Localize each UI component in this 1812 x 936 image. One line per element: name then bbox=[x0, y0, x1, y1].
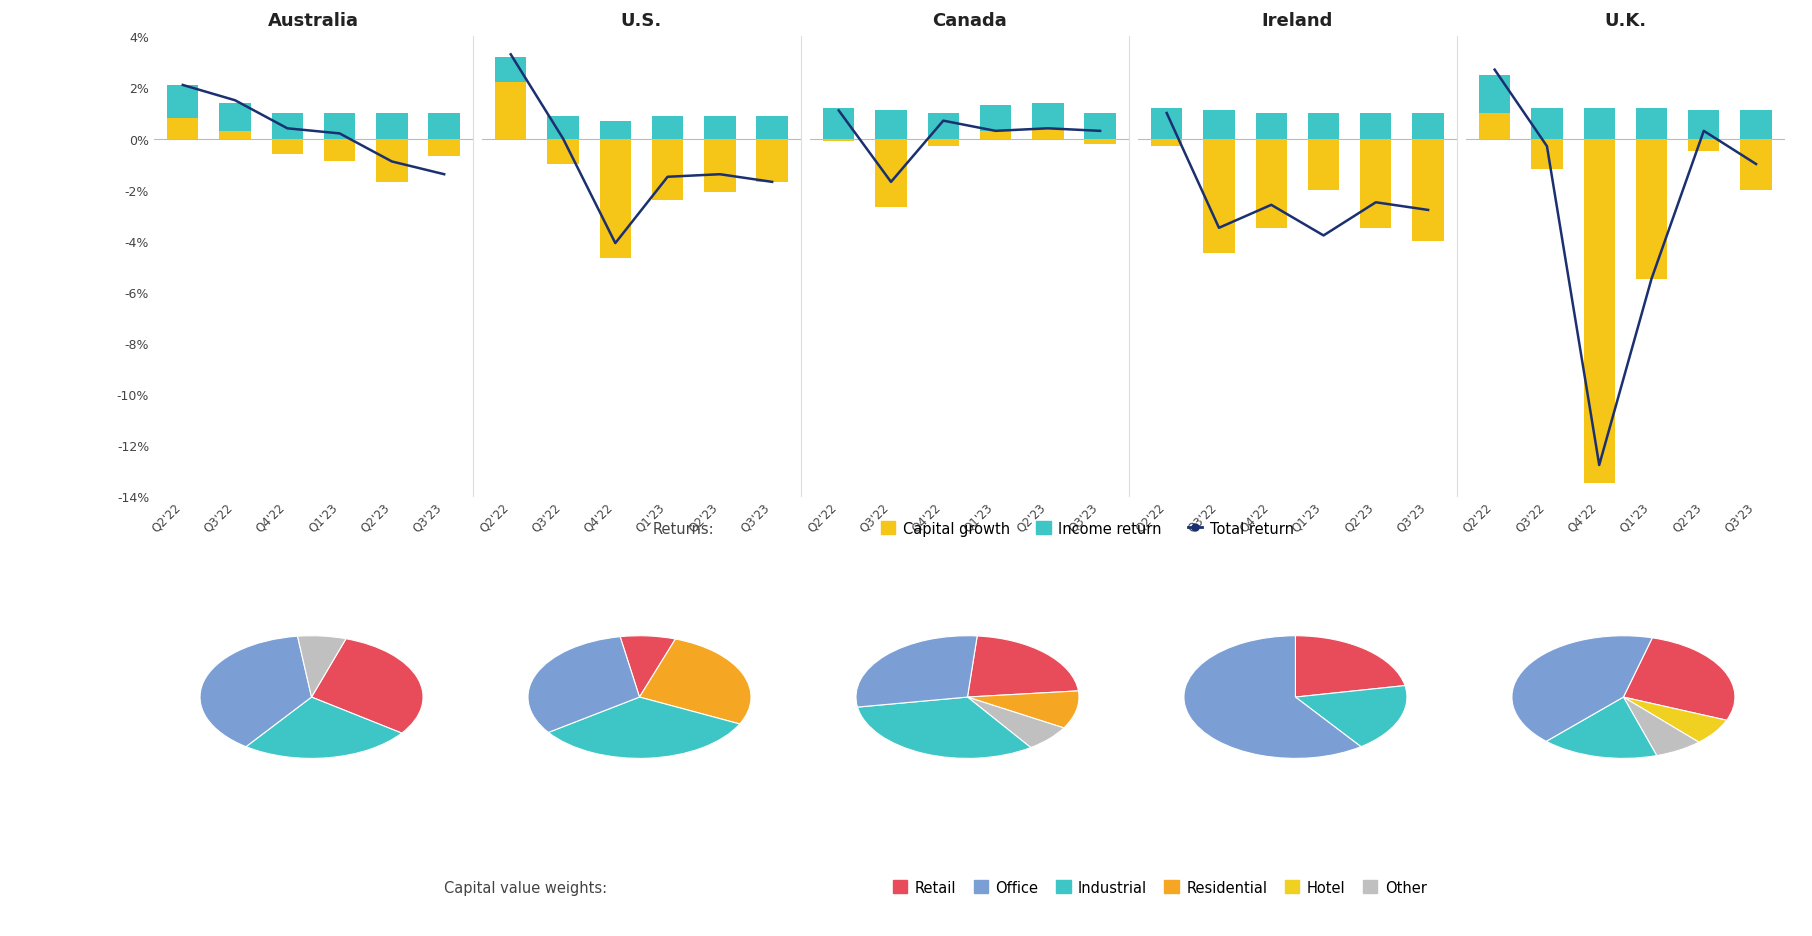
Bar bbox=[377, 114, 408, 139]
Bar bbox=[823, 109, 855, 139]
Bar bbox=[875, 111, 906, 139]
Bar bbox=[928, 139, 959, 147]
Title: U.S.: U.S. bbox=[622, 12, 661, 30]
Bar bbox=[875, 139, 906, 208]
Legend: Capital growth, Income return, Total return: Capital growth, Income return, Total ret… bbox=[875, 516, 1299, 542]
Wedge shape bbox=[640, 639, 750, 724]
Bar bbox=[1203, 111, 1234, 139]
Bar bbox=[428, 139, 460, 157]
Bar bbox=[167, 86, 199, 119]
Bar bbox=[1740, 111, 1772, 139]
Title: Canada: Canada bbox=[931, 12, 1007, 30]
Title: U.K.: U.K. bbox=[1604, 12, 1647, 30]
Bar bbox=[219, 132, 250, 139]
Bar bbox=[1531, 109, 1562, 139]
Wedge shape bbox=[1511, 636, 1653, 741]
Bar bbox=[1531, 139, 1562, 170]
Bar bbox=[1689, 111, 1720, 139]
Bar bbox=[705, 139, 736, 193]
Bar bbox=[600, 122, 631, 139]
Bar bbox=[652, 116, 683, 139]
Wedge shape bbox=[968, 636, 1078, 697]
Bar bbox=[1308, 114, 1339, 139]
Bar bbox=[980, 132, 1011, 139]
Bar bbox=[1151, 109, 1183, 139]
Bar bbox=[547, 139, 578, 165]
Bar bbox=[1361, 114, 1392, 139]
Bar bbox=[1636, 139, 1667, 280]
Wedge shape bbox=[1624, 638, 1734, 721]
Bar bbox=[428, 114, 460, 139]
Bar bbox=[756, 116, 788, 139]
Wedge shape bbox=[549, 697, 739, 758]
Bar bbox=[705, 116, 736, 139]
Wedge shape bbox=[968, 691, 1078, 728]
Bar bbox=[1151, 139, 1183, 147]
Wedge shape bbox=[297, 636, 346, 697]
Bar bbox=[1033, 104, 1064, 129]
Bar bbox=[272, 139, 303, 154]
Bar bbox=[1584, 109, 1614, 139]
Bar bbox=[1256, 114, 1287, 139]
Bar bbox=[1740, 139, 1772, 190]
Bar bbox=[980, 107, 1011, 132]
Bar bbox=[1256, 139, 1287, 228]
Wedge shape bbox=[968, 697, 1064, 748]
Bar bbox=[324, 114, 355, 139]
Wedge shape bbox=[855, 636, 977, 708]
Legend: Retail, Office, Industrial, Residential, Hotel, Other: Retail, Office, Industrial, Residential,… bbox=[886, 874, 1433, 900]
Wedge shape bbox=[1624, 697, 1700, 755]
Wedge shape bbox=[1183, 636, 1361, 758]
Bar bbox=[1084, 114, 1116, 139]
Text: Capital value weights:: Capital value weights: bbox=[444, 880, 607, 895]
Bar bbox=[756, 139, 788, 183]
Title: Australia: Australia bbox=[268, 12, 359, 30]
Bar bbox=[823, 139, 855, 142]
Bar bbox=[1033, 129, 1064, 139]
Bar bbox=[1479, 114, 1511, 139]
Bar bbox=[1636, 109, 1667, 139]
Wedge shape bbox=[1546, 697, 1656, 758]
Wedge shape bbox=[1624, 697, 1727, 742]
Text: Returns:: Returns: bbox=[652, 521, 714, 536]
Bar bbox=[600, 139, 631, 259]
Bar bbox=[1412, 114, 1444, 139]
Wedge shape bbox=[857, 697, 1031, 758]
Bar bbox=[377, 139, 408, 183]
Bar bbox=[928, 114, 959, 139]
Bar bbox=[1689, 139, 1720, 153]
Wedge shape bbox=[246, 697, 402, 758]
Title: Ireland: Ireland bbox=[1261, 12, 1334, 30]
Bar bbox=[495, 58, 527, 83]
Bar bbox=[1308, 139, 1339, 190]
Wedge shape bbox=[1296, 686, 1406, 747]
Bar bbox=[495, 83, 527, 139]
Bar bbox=[547, 116, 578, 139]
Bar bbox=[1584, 139, 1614, 483]
Bar bbox=[1412, 139, 1444, 241]
Wedge shape bbox=[1296, 636, 1404, 697]
Bar bbox=[272, 114, 303, 139]
Bar bbox=[219, 104, 250, 132]
Bar bbox=[1084, 139, 1116, 144]
Bar bbox=[1203, 139, 1234, 254]
Bar bbox=[1361, 139, 1392, 228]
Bar bbox=[652, 139, 683, 200]
Wedge shape bbox=[312, 639, 422, 733]
Bar bbox=[324, 139, 355, 162]
Wedge shape bbox=[620, 636, 676, 697]
Wedge shape bbox=[527, 637, 640, 733]
Bar bbox=[1479, 76, 1511, 114]
Wedge shape bbox=[199, 636, 312, 747]
Bar bbox=[167, 119, 199, 139]
